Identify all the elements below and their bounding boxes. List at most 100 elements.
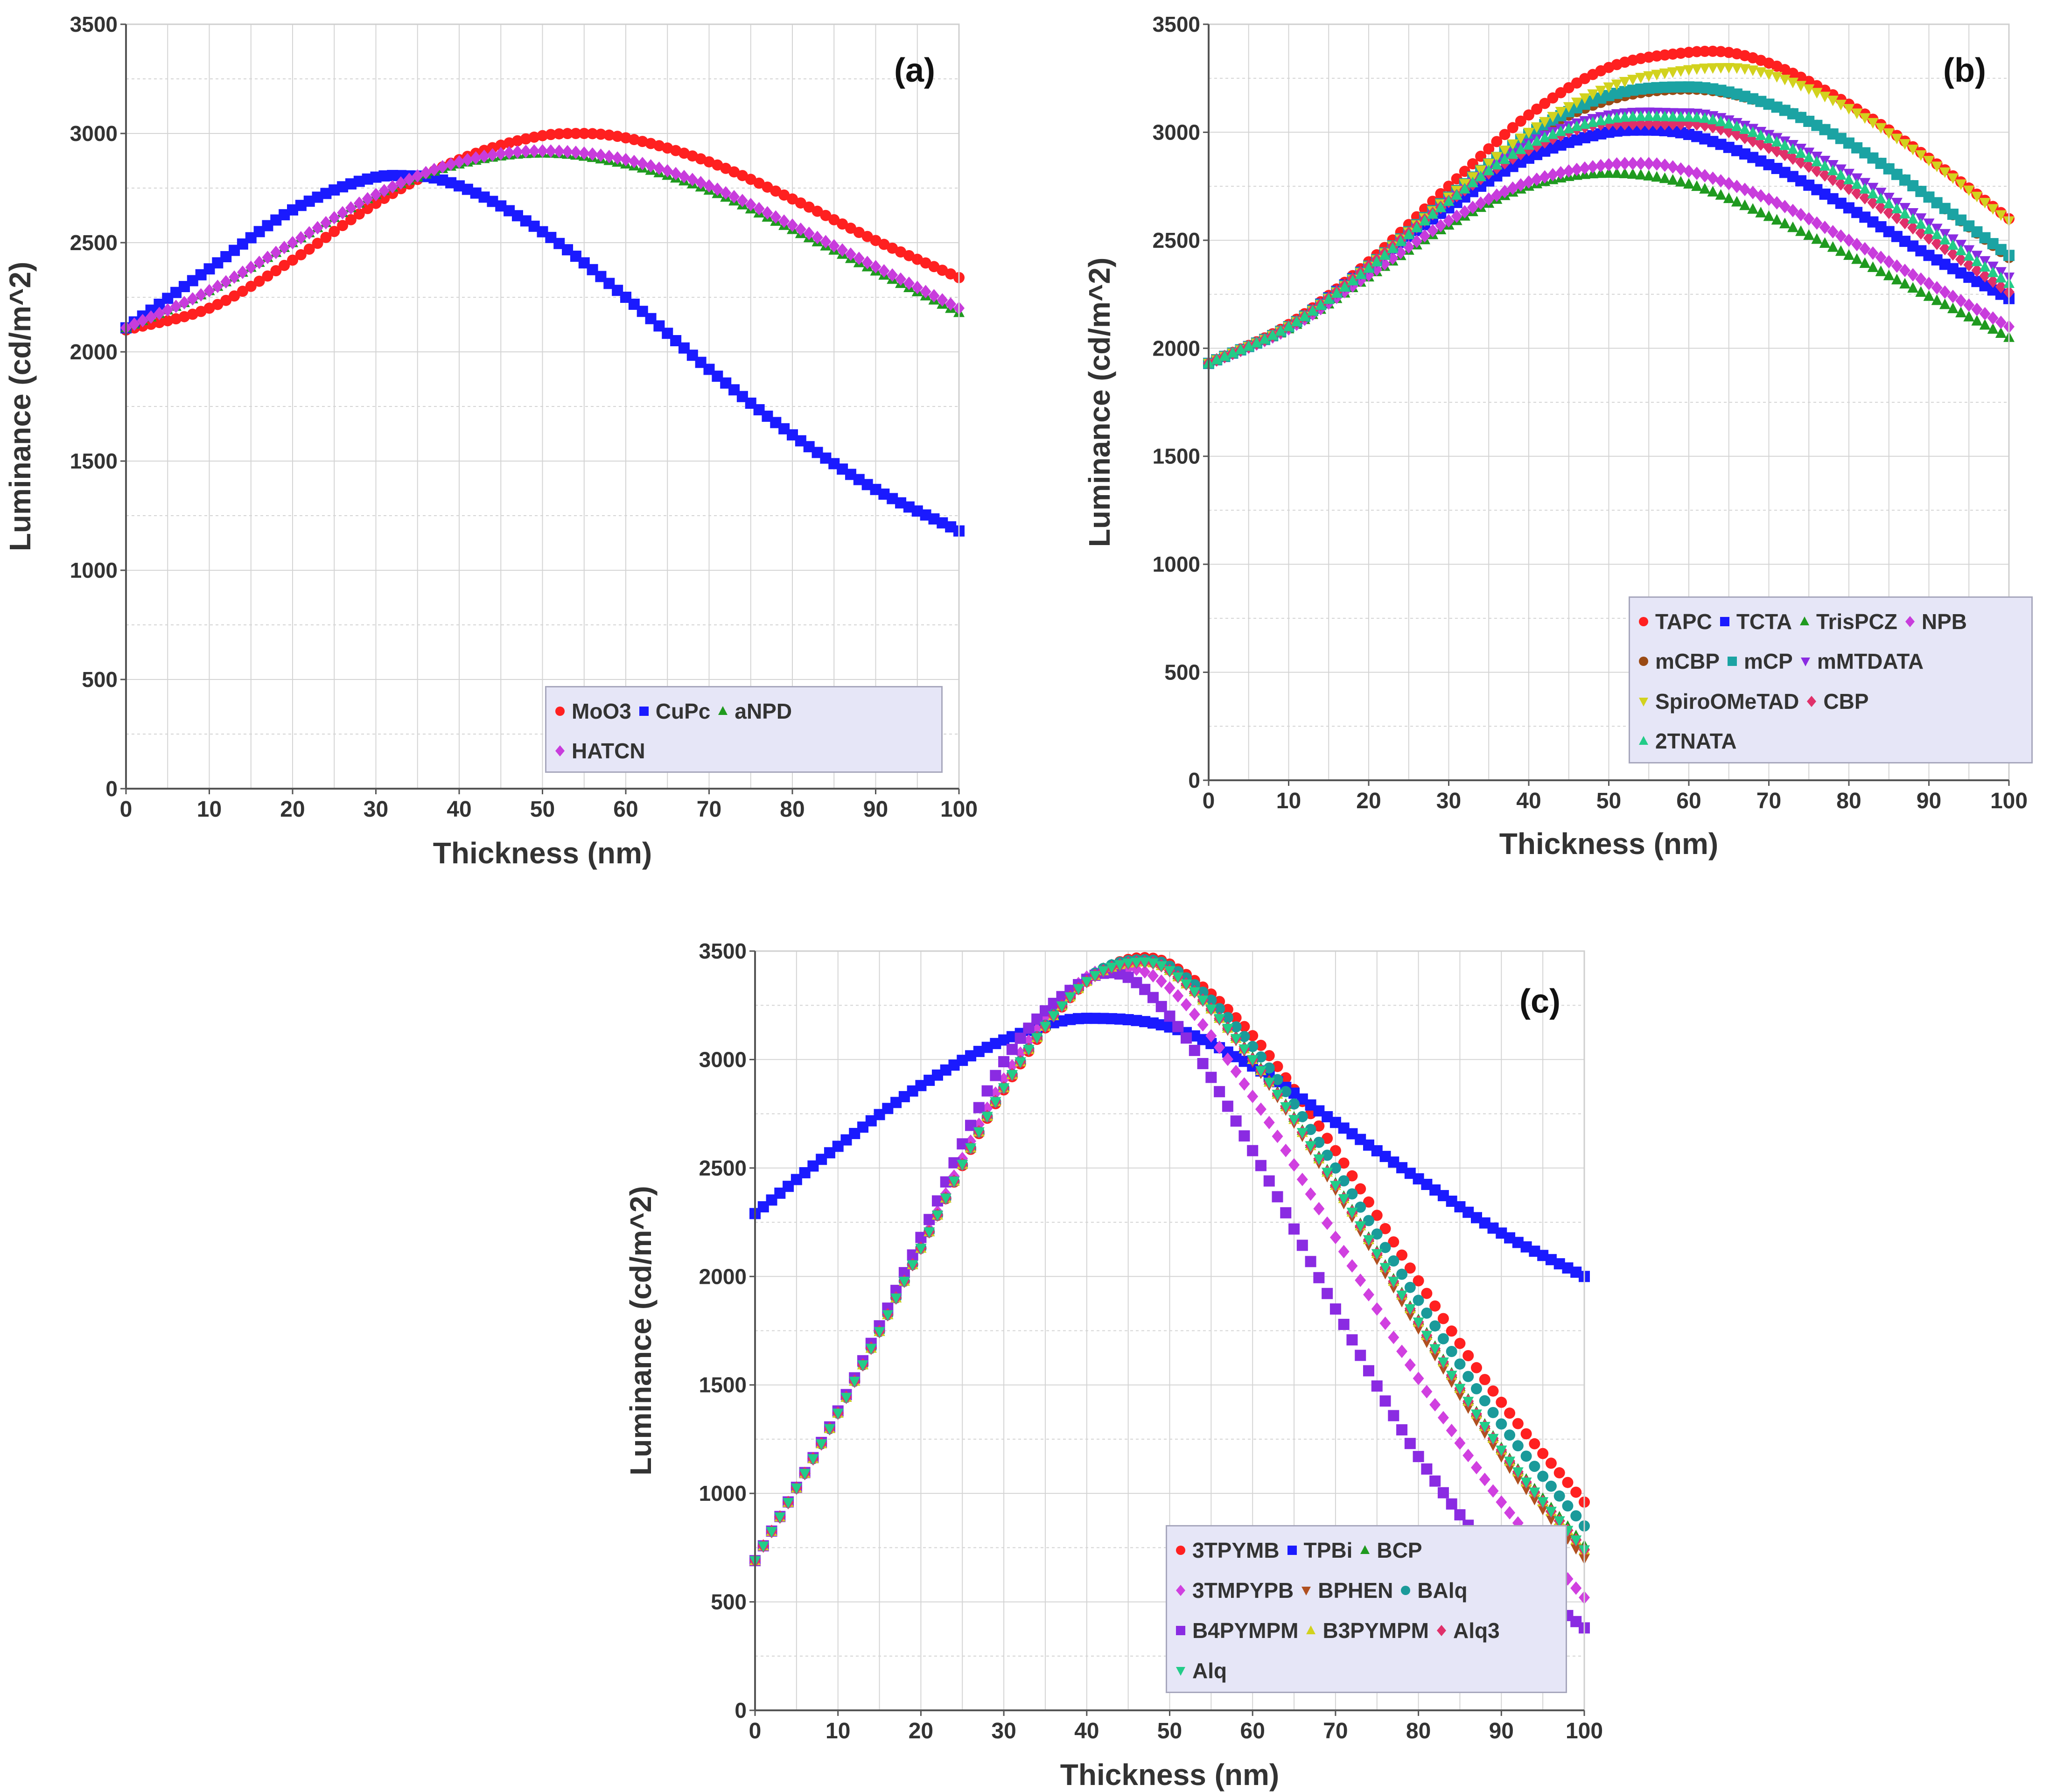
data-point-3tmpypb [1338,1245,1350,1259]
data-point-3tmpypb [1155,974,1167,988]
data-point-moo3 [870,235,882,246]
data-point-npb [1499,185,1511,198]
data-point-3tpymb [1230,1012,1242,1023]
legend-marker-cbp [1805,694,1819,708]
data-point-alq [1529,1487,1540,1498]
x-tick-label: 30 [991,1719,1016,1743]
x-tick-label: 20 [280,797,305,822]
data-point-b4pympm [1288,1223,1300,1235]
data-point-moo3 [828,214,840,225]
data-point-3tmpypb [1288,1158,1300,1172]
data-point-balq [1379,1242,1391,1253]
data-point-hatcn [237,266,248,279]
data-point-b4pympm [1006,1043,1018,1055]
legend-marker-shape [1639,657,1648,666]
data-point-2tnata [1515,143,1526,154]
data-point-hatcn [520,144,532,158]
data-point-3tmpypb [1247,1090,1259,1103]
data-point-3tpymb [1437,1313,1449,1324]
data-point-tapc [1507,122,1518,133]
data-point-spiroometad [1747,65,1759,77]
legend-item-cupc: CuPc [637,699,710,724]
data-point-3tmpypb [1462,1449,1474,1463]
data-point-hatcn [212,280,224,294]
data-point-trispcz [1747,203,1759,214]
legend-marker-alq [1174,1664,1188,1678]
data-point-trispcz [1827,241,1839,252]
data-point-alq [990,1097,1001,1108]
data-point-hatcn [303,226,315,240]
data-point-tapc [1491,136,1503,147]
data-point-hatcn [562,145,574,159]
legend-marker-shape [1436,1625,1446,1636]
data-point-cbp [1787,151,1798,165]
data-point-alq [1338,1194,1350,1205]
data-point-b4pympm [1396,1424,1408,1435]
legend-label: Alq3 [1453,1618,1500,1643]
data-point-spiroometad [1875,123,1887,134]
data-point-2tnata [1771,136,1783,147]
data-point-npb [1635,157,1647,170]
data-point-balq [1413,1295,1424,1306]
legend-item-tpbi: TPBi [1285,1538,1352,1563]
y-tick-label: 1500 [70,449,118,473]
data-point-hatcn [945,297,957,311]
data-point-spiroometad [1635,73,1647,84]
data-point-spiroometad [1859,113,1871,124]
data-point-npb [1571,162,1582,176]
data-point-hatcn [262,251,273,265]
data-point-2tnata [1235,343,1246,355]
data-point-3tmpypb [1346,1259,1358,1273]
legend-marker-trispcz [1798,615,1812,629]
legend-label: HATCN [572,738,645,763]
data-point-3tpymb [1379,1223,1391,1234]
data-point-cbp [1939,242,1951,256]
data-point-moo3 [612,131,623,142]
data-point-cbp [1811,164,1823,177]
data-point-hatcn [312,221,323,235]
data-point-bphen [1545,1514,1557,1526]
data-point-b4pympm [1388,1410,1399,1421]
legend-row: 3TMPYPB BPHEN BAlq [1174,1570,1473,1610]
data-point-cbp [1851,186,1863,200]
data-point-2tnata [1467,176,1478,188]
y-tick-label: 2500 [1153,228,1200,252]
legend-item-moo3: MoO3 [553,699,631,724]
data-point-cbp [1867,196,1879,210]
x-tick-label: 90 [1917,789,1941,813]
data-point-moo3 [287,254,298,266]
data-point-3tmpypb [1313,1202,1325,1216]
data-point-3tmpypb [1570,1581,1582,1595]
data-point-moo3 [212,299,224,310]
data-point-alq [1280,1102,1292,1113]
data-point-hatcn [504,146,515,160]
data-point-npb [1963,298,1975,312]
data-point-spiroometad [1515,133,1526,144]
data-point-hatcn [895,272,907,286]
data-point-trispcz [1755,207,1767,217]
data-point-3tpymb [1272,1061,1283,1072]
x-tick-label: 100 [1566,1719,1603,1743]
data-point-2tnata [1891,203,1903,214]
data-point-b4pympm [1272,1191,1283,1203]
data-point-b4pympm [1429,1475,1441,1487]
data-point-npb [1803,212,1815,226]
data-point-spiroometad [1867,118,1879,129]
data-point-2tnata [1779,139,1791,150]
data-point-trispcz [1995,327,2007,338]
data-point-alq [948,1176,960,1188]
data-point-trispcz [1619,168,1630,178]
legend-item-alq: Alq [1174,1658,1227,1683]
legend-label: B4PYMPM [1192,1618,1299,1643]
data-point-hatcn [695,175,707,189]
data-point-2tnata [1915,218,1927,229]
data-point-cbp [1963,258,1975,272]
data-point-spiroometad [1555,107,1567,118]
x-tick-label: 80 [1406,1719,1431,1743]
data-point-npb [1787,203,1798,217]
data-point-b4pympm [1205,1071,1217,1083]
y-tick-label: 0 [735,1698,747,1722]
legend-label: mCP [1744,649,1793,674]
data-point-hatcn [345,201,357,215]
